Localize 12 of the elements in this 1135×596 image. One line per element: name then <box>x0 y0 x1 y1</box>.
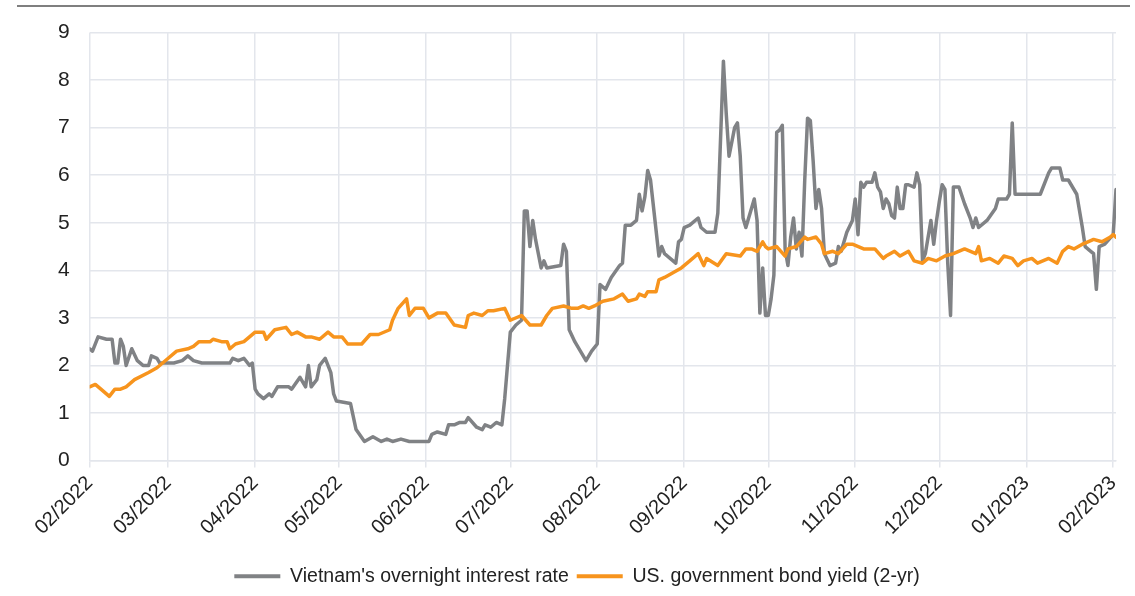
y-tick-label: 7 <box>57 114 70 138</box>
y-tick-label: 6 <box>57 162 70 186</box>
legend-label: Vietnam's overnight interest rate <box>290 563 569 586</box>
y-tick-label: 4 <box>57 257 70 281</box>
y-tick-label: 1 <box>57 399 70 423</box>
legend-label: US. government bond yield (2-yr) <box>632 563 920 586</box>
y-tick-label: 2 <box>57 352 70 376</box>
y-tick-label: 5 <box>57 209 70 233</box>
y-tick-label: 0 <box>57 447 70 471</box>
y-tick-label: 9 <box>57 19 70 43</box>
y-tick-label: 3 <box>57 304 70 328</box>
y-tick-label: 8 <box>57 66 70 90</box>
